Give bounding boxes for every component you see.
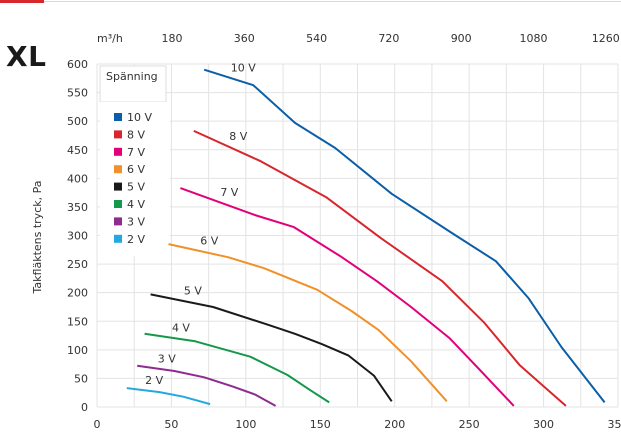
legend-swatch: [114, 200, 122, 208]
series-label: 7 V: [220, 186, 238, 199]
y-tick-label: 50: [74, 372, 88, 385]
y-tick-label: 400: [67, 172, 88, 185]
y-axis-ticks: 0 50 100 150 200 250 300 350 400 450 500 550 600: [67, 58, 88, 414]
series-label: 3 V: [158, 352, 176, 365]
y-tick-label: 100: [67, 344, 88, 357]
secondary-x-tick-label: 1080: [520, 32, 548, 45]
legend-label: 3 V: [127, 215, 145, 228]
legend-swatch: [114, 234, 122, 243]
size-badge: XL: [6, 40, 47, 73]
legend-swatch: [114, 182, 122, 191]
header-accent-bar: [0, 0, 44, 3]
y-tick-label: 500: [67, 115, 88, 128]
x-axis-ticks: 0 50 100 150 200 250 300 350: [94, 418, 621, 431]
y-tick-label: 450: [67, 144, 88, 157]
series-line: [150, 293, 393, 402]
legend-title: Spänning: [106, 70, 158, 83]
series-line: [203, 68, 606, 404]
series-label: 6 V: [200, 235, 218, 248]
x-tick-label: 350: [608, 418, 621, 431]
series-line: [193, 129, 567, 407]
series-line: [168, 243, 448, 402]
y-tick-label: 250: [67, 258, 88, 271]
legend-swatch: [114, 147, 122, 156]
series-label: 2 V: [145, 374, 163, 387]
legend-items: 10 V 8 V 7 V 6 V 5 V 4 V 3 V 2 V: [114, 111, 152, 246]
y-tick-label: 350: [67, 201, 88, 214]
x-tick-label: 150: [310, 418, 331, 431]
grid: [96, 63, 619, 408]
x-tick-label: 200: [384, 418, 405, 431]
y-tick-label: 0: [81, 401, 88, 414]
x-tick-label: 250: [459, 418, 480, 431]
series-line: [144, 332, 330, 404]
y-tick-label: 550: [67, 87, 88, 100]
secondary-x-tick-label: 540: [306, 32, 327, 45]
series-labels: 10 V 8 V 7 V 6 V 5 V 4 V 3 V 2 V: [145, 61, 256, 387]
y-tick-label: 600: [67, 58, 88, 71]
legend-box: [99, 65, 167, 103]
series-line: [180, 187, 515, 407]
series-label: 10 V: [231, 61, 256, 74]
series-line: [126, 387, 211, 406]
x-tick-label: 100: [235, 418, 256, 431]
legend-swatch: [114, 217, 122, 226]
legend-swatch: [114, 165, 122, 174]
secondary-x-tick-label: 1260: [592, 32, 620, 45]
y-tick-label: 200: [67, 287, 88, 300]
series-lines: [126, 68, 606, 407]
x-tick-label: 300: [533, 418, 554, 431]
legend-label: 7 V: [127, 146, 145, 159]
secondary-x-unit: m³/h: [97, 32, 123, 45]
legend-swatch: [114, 130, 122, 139]
secondary-x-axis-ticks: m³/h 180 360 540 720 900 1080 1260: [97, 32, 620, 45]
legend: Spänning: [99, 65, 170, 256]
legend-label: 5 V: [127, 181, 145, 194]
legend-swatch: [114, 113, 122, 121]
secondary-x-tick-label: 900: [451, 32, 472, 45]
series-label: 4 V: [172, 322, 190, 335]
legend-area: [100, 102, 170, 256]
secondary-x-tick-label: 720: [378, 32, 399, 45]
secondary-x-tick-label: 360: [234, 32, 255, 45]
series-label: 8 V: [229, 130, 247, 143]
series-line: [137, 364, 277, 407]
legend-label: 10 V: [127, 111, 152, 124]
x-tick-label: 50: [164, 418, 178, 431]
y-tick-label: 300: [67, 230, 88, 243]
legend-label: 8 V: [127, 128, 145, 141]
header-rule: [44, 1, 621, 2]
x-tick-label: 0: [94, 418, 101, 431]
y-tick-label: 150: [67, 315, 88, 328]
legend-label: 2 V: [127, 233, 145, 246]
legend-label: 4 V: [127, 198, 145, 211]
y-axis-label: Takfläktens tryck, Pa: [31, 181, 44, 295]
legend-label: 6 V: [127, 163, 145, 176]
secondary-x-tick-label: 180: [162, 32, 183, 45]
series-label: 5 V: [184, 285, 202, 298]
